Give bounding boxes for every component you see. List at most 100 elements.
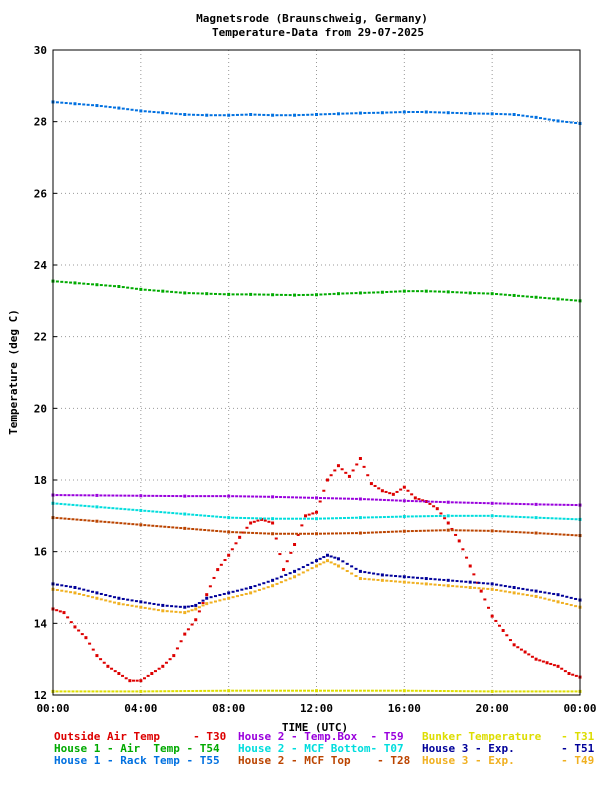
series-6 [51, 689, 582, 693]
data-marker [143, 509, 147, 512]
data-point [117, 106, 121, 110]
data-marker [470, 690, 474, 693]
data-marker [385, 291, 389, 294]
data-marker [398, 575, 402, 578]
data-marker [283, 532, 287, 535]
data-point [194, 618, 198, 622]
data-marker [323, 113, 327, 116]
data-marker [119, 690, 123, 693]
data-marker [148, 602, 152, 605]
data-marker [112, 285, 116, 288]
data-marker [263, 519, 267, 522]
data-marker [215, 689, 219, 692]
data-marker [455, 585, 459, 588]
data-marker [552, 119, 556, 122]
data-marker [394, 575, 398, 578]
data-marker [328, 293, 332, 296]
data-point [402, 689, 406, 693]
data-marker [346, 516, 350, 519]
data-marker [55, 516, 59, 519]
data-marker [91, 283, 95, 286]
data-point [139, 689, 143, 693]
data-marker [303, 532, 307, 535]
data-marker [253, 293, 257, 296]
data-marker [376, 291, 380, 294]
data-marker [178, 291, 182, 294]
data-point [271, 113, 275, 117]
data-point [446, 111, 450, 115]
data-marker [155, 510, 159, 513]
data-marker [223, 495, 227, 498]
data-marker [363, 571, 367, 574]
data-marker [195, 689, 199, 692]
data-marker [370, 498, 374, 501]
data-point [391, 492, 395, 496]
data-marker [334, 532, 338, 535]
data-marker [83, 504, 87, 507]
data-marker [131, 523, 135, 526]
data-point [468, 111, 472, 115]
data-marker [179, 495, 183, 498]
data-marker [407, 576, 411, 579]
data-marker [58, 610, 62, 613]
data-marker [67, 517, 71, 520]
data-marker [240, 113, 244, 116]
data-marker [146, 674, 150, 677]
data-marker [301, 571, 305, 574]
data-marker [429, 583, 433, 586]
data-marker [108, 595, 112, 598]
data-marker [299, 532, 303, 535]
data-point [534, 516, 538, 520]
data-marker [203, 514, 207, 517]
data-point [293, 113, 297, 117]
data-marker [474, 501, 478, 504]
data-marker [255, 495, 259, 498]
data-marker [394, 499, 398, 502]
data-marker [455, 111, 459, 114]
data-marker [565, 602, 569, 605]
y-tick-label: 12 [34, 689, 47, 702]
data-marker [466, 501, 470, 504]
data-point [490, 514, 494, 518]
data-point [293, 543, 297, 546]
data-marker [135, 690, 139, 693]
data-marker [156, 603, 160, 606]
data-point [315, 689, 318, 693]
data-marker [459, 580, 463, 583]
data-marker [518, 502, 522, 505]
data-marker [499, 293, 503, 296]
data-marker [219, 689, 223, 692]
data-marker [153, 670, 157, 673]
data-marker [55, 494, 59, 497]
data-point [227, 113, 231, 117]
data-marker [367, 111, 371, 114]
data-marker [530, 655, 534, 658]
data-marker [199, 528, 203, 531]
data-marker [223, 516, 227, 519]
data-marker [174, 291, 178, 294]
data-marker [297, 114, 301, 117]
data-marker [234, 542, 238, 545]
data-marker [473, 292, 477, 295]
data-marker [414, 500, 418, 503]
data-marker [546, 690, 550, 693]
data-marker [514, 690, 518, 693]
data-point [567, 672, 571, 675]
data-marker [494, 514, 498, 517]
data-marker [478, 501, 482, 504]
data-marker [525, 115, 529, 118]
data-marker [215, 515, 219, 518]
data-marker [175, 690, 179, 693]
data-marker [416, 290, 420, 293]
data-marker [284, 114, 288, 117]
data-marker [307, 517, 311, 520]
data-marker [209, 114, 213, 117]
data-point [325, 553, 329, 557]
data-marker [187, 527, 191, 530]
data-marker [175, 512, 179, 515]
data-marker [104, 105, 108, 108]
data-marker [235, 516, 239, 519]
data-point [205, 596, 209, 600]
data-marker [367, 578, 371, 581]
data-marker [208, 585, 212, 588]
